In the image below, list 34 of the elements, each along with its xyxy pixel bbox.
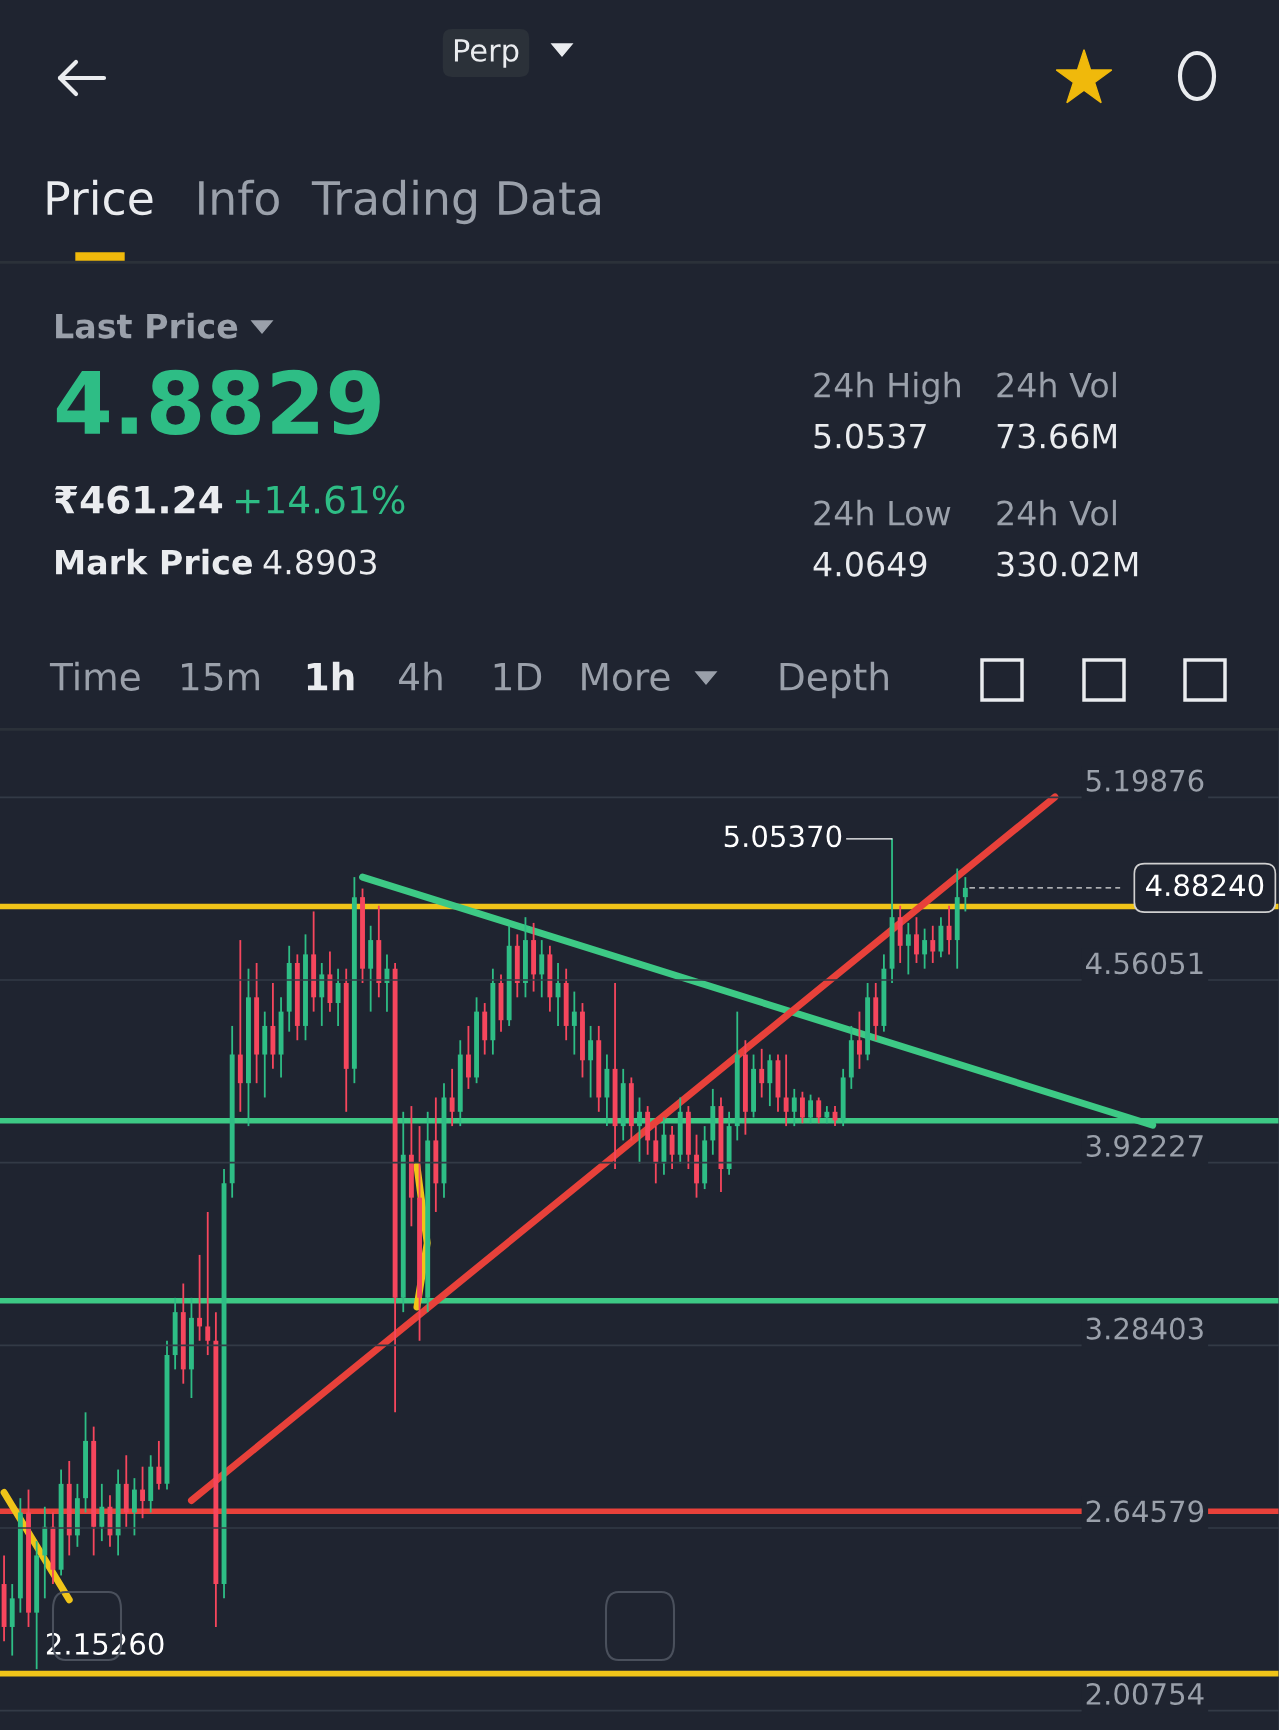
y-tick-label: 3.28403 xyxy=(1086,1317,1203,1340)
text: 24h Low xyxy=(814,499,951,526)
text: More xyxy=(582,663,670,691)
text: Perp xyxy=(454,39,519,68)
y-tick-label: 4.56051 xyxy=(1085,952,1203,975)
text: 4.8903 xyxy=(263,549,376,575)
text: 15m xyxy=(182,663,259,691)
text: 4h xyxy=(399,661,442,691)
text: 24h Vol xyxy=(997,499,1116,526)
annotation: 2.15260 xyxy=(46,1632,164,1655)
text: 4.0649 xyxy=(813,551,927,577)
text: Info xyxy=(199,179,279,216)
text: 4.8829 xyxy=(56,369,380,435)
text: 24h Vol xyxy=(997,371,1116,398)
text: Mark Price xyxy=(56,548,252,575)
text: 73.66M xyxy=(997,423,1116,449)
text: 1h xyxy=(307,661,354,691)
text: Time xyxy=(49,661,140,691)
y-tick-label: 2.00754 xyxy=(1086,1682,1204,1706)
ref-line-label: 4.88240 xyxy=(1145,874,1264,897)
y-tick-label: 3.92227 xyxy=(1086,1134,1203,1158)
text: 330.02M xyxy=(997,551,1138,577)
text: Last Price xyxy=(56,312,238,339)
text: 5.0537 xyxy=(814,423,926,449)
text: 24h High xyxy=(814,371,960,405)
text: Price xyxy=(47,179,153,216)
text: Trading Data xyxy=(311,179,600,225)
annotation: 5.05370 xyxy=(724,825,842,848)
text: Depth xyxy=(780,661,888,699)
text: ₹461.24 xyxy=(54,485,223,514)
y-tick-label: 2.64579 xyxy=(1086,1500,1204,1523)
y-tick-label: 5.19876 xyxy=(1086,769,1204,792)
text: +14.61% xyxy=(235,485,405,514)
text: 1D xyxy=(494,663,542,691)
